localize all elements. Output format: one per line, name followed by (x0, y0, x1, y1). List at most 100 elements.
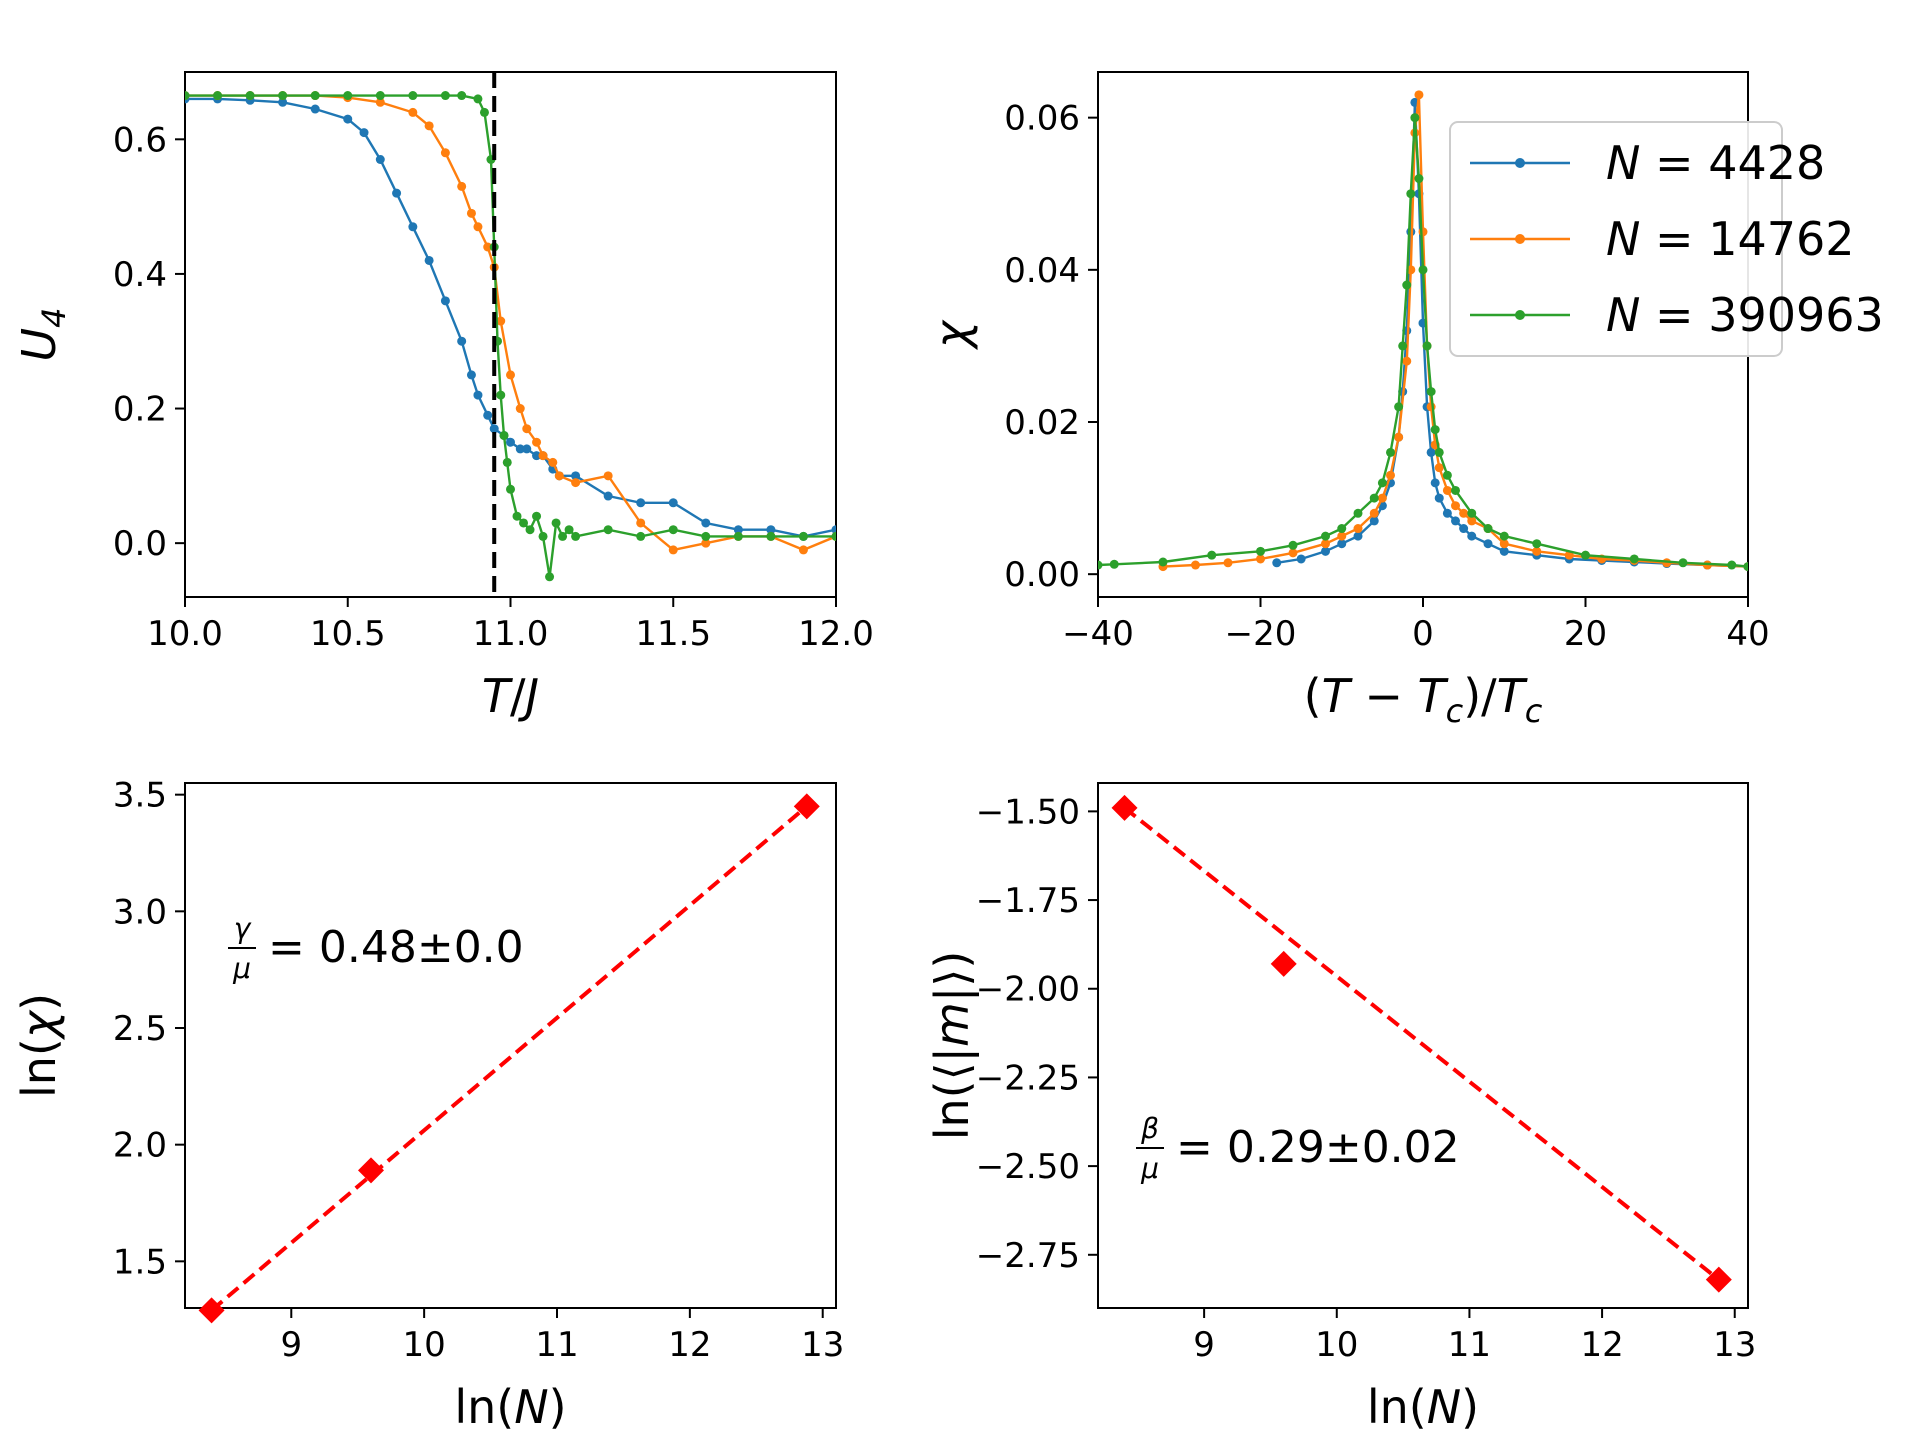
data-point (525, 525, 535, 535)
data-point (375, 155, 385, 164)
data-point (1426, 387, 1436, 397)
data-point (1296, 554, 1306, 564)
data-point (278, 97, 288, 107)
legend-marker (1515, 310, 1525, 320)
x-tick-label: 9 (280, 1325, 302, 1365)
data-point (1256, 554, 1265, 564)
data-point (1743, 562, 1748, 572)
data-point (213, 91, 223, 101)
data-point (1442, 470, 1452, 480)
data-point (798, 545, 808, 555)
data-point (1678, 558, 1688, 568)
data-point (1467, 531, 1477, 541)
series-3 (1098, 113, 1748, 572)
data-point (1394, 402, 1404, 412)
y-tick-label: −1.75 (976, 881, 1080, 921)
data-point (668, 525, 678, 535)
data-point (1430, 478, 1440, 488)
data-point (603, 525, 613, 535)
data-point (359, 128, 369, 138)
data-point (1434, 463, 1444, 473)
data-point (310, 91, 320, 101)
data-point (489, 424, 499, 434)
data-point (1430, 425, 1440, 435)
legend-box (1449, 121, 1783, 357)
data-point (1499, 539, 1509, 549)
data-point (185, 91, 190, 101)
fit-line (1123, 806, 1721, 1282)
data-point (1499, 531, 1509, 541)
data-point (1459, 524, 1469, 534)
data-point (668, 498, 678, 508)
data-point (1207, 550, 1217, 560)
x-tick-label: 11.5 (635, 614, 711, 654)
data-point (343, 91, 353, 101)
data-point (483, 410, 493, 420)
data-point (558, 531, 568, 541)
data-point (1321, 546, 1330, 556)
data-point (1426, 447, 1436, 457)
data-point (496, 390, 506, 400)
data-point (278, 91, 288, 101)
y-tick-label: 1.5 (113, 1242, 167, 1282)
exponent-annotation: βμ = 0.29±0.02 (1136, 1112, 1460, 1185)
data-point (506, 437, 515, 447)
y-tick-label: 3.0 (113, 892, 167, 932)
series-line (185, 94, 836, 552)
y-tick-label: −2.50 (976, 1147, 1080, 1187)
x-axis-label: (T − Tc)/Tc (1304, 669, 1543, 730)
y-tick-label: 0.00 (1004, 555, 1080, 595)
data-point (1272, 558, 1282, 568)
data-point (1109, 559, 1119, 569)
annotation-value: = 0.48±0.0 (268, 922, 524, 973)
data-point (473, 94, 483, 104)
data-point (499, 430, 509, 440)
legend-marker (1515, 234, 1525, 244)
x-tick-label: 12 (1580, 1325, 1623, 1365)
data-point (457, 91, 467, 101)
data-point (1467, 508, 1477, 518)
data-point (473, 390, 483, 400)
data-point (603, 491, 613, 501)
data-point (1414, 90, 1424, 100)
data-point (1369, 493, 1379, 503)
data-point (473, 222, 483, 232)
series-line (185, 94, 836, 577)
data-point (733, 531, 743, 541)
y-tick-label: 3.5 (113, 776, 167, 816)
data-point (571, 478, 581, 488)
data-point (548, 457, 558, 467)
data-point (1398, 341, 1408, 351)
data-point (551, 518, 561, 528)
axes-frame (184, 71, 837, 598)
data-point (532, 511, 542, 521)
series-line (185, 97, 836, 538)
data-point (1377, 478, 1387, 488)
data-point (831, 525, 836, 535)
data-point (571, 471, 581, 481)
data-point (1451, 501, 1460, 511)
data-point (496, 316, 506, 326)
data-point (1337, 531, 1347, 541)
series-3 (185, 91, 836, 582)
y-tick-label: 0.6 (113, 120, 167, 160)
x-tick-label: 20 (1564, 614, 1607, 654)
data-point (1158, 557, 1168, 567)
data-point (408, 107, 418, 117)
data-point (603, 471, 613, 481)
data-point (245, 91, 255, 101)
data-point (506, 484, 515, 494)
exponent-annotation: γμ = 0.48±0.0 (228, 912, 524, 985)
legend-label: N = 14762 (1606, 212, 1855, 266)
data-point (1532, 546, 1542, 556)
x-axis-label: T/J (482, 669, 539, 723)
legend-entry: N = 390963 (1470, 288, 1884, 342)
data-point (1337, 539, 1347, 549)
data-point (512, 511, 522, 521)
y-tick-label: 2.0 (113, 1126, 167, 1166)
data-point (1451, 516, 1460, 526)
data-point (1377, 493, 1387, 503)
data-point (538, 531, 548, 541)
data-point-diamond (198, 1297, 225, 1324)
y-axis-label: ln(⟨|m|⟩) (925, 951, 980, 1141)
